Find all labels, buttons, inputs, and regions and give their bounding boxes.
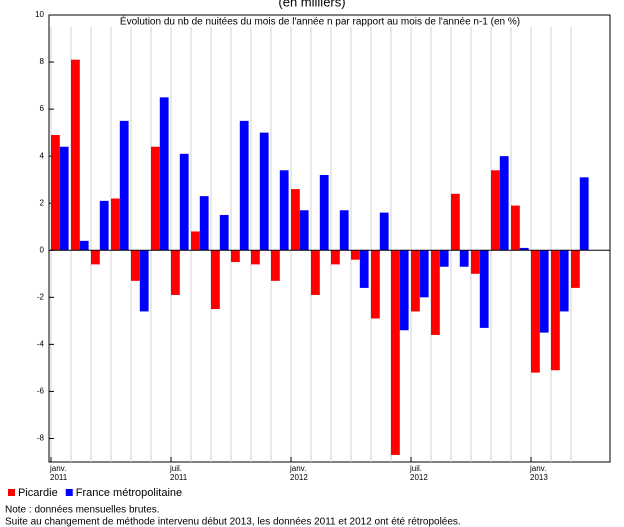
bar xyxy=(191,231,200,251)
x-tick-label: janv. 2012 xyxy=(290,464,308,482)
bar xyxy=(259,132,269,251)
bar xyxy=(399,250,409,331)
bar xyxy=(59,146,69,251)
y-tick-label: -8 xyxy=(37,434,45,443)
bar xyxy=(231,250,240,263)
bar xyxy=(171,250,180,295)
y-tick-label: 0 xyxy=(40,245,45,254)
y-tick-label: 6 xyxy=(40,104,45,113)
bar xyxy=(479,250,489,328)
bar xyxy=(79,240,89,251)
chart-title: Évolution du nb de nuitées du mois de l'… xyxy=(120,15,520,28)
bar xyxy=(251,250,260,265)
y-tick-label: 10 xyxy=(35,10,44,19)
bar xyxy=(511,205,520,251)
bar xyxy=(539,250,549,333)
bar xyxy=(571,250,580,288)
note: Suite au changement de méthode intervenu… xyxy=(5,517,461,527)
bar xyxy=(491,170,500,251)
bar xyxy=(579,177,589,251)
y-tick-label: 2 xyxy=(40,198,45,207)
note: Note : données mensuelles brutes. xyxy=(5,505,160,516)
x-tick-label: janv. 2011 xyxy=(50,464,68,482)
bar xyxy=(551,250,560,371)
bar xyxy=(431,250,440,335)
bar xyxy=(319,174,329,251)
y-tick-label: 4 xyxy=(40,151,45,160)
bar xyxy=(179,153,189,251)
x-tick-label: juil. 2011 xyxy=(170,464,188,482)
bar xyxy=(219,214,229,251)
legend-label: France métropolitaine xyxy=(76,487,182,499)
bar xyxy=(99,200,109,251)
bar xyxy=(299,210,309,251)
plot-frame xyxy=(48,14,611,463)
bar xyxy=(199,196,209,251)
bar xyxy=(279,170,289,251)
bar xyxy=(291,189,300,251)
bar xyxy=(411,250,420,312)
bar xyxy=(559,250,569,312)
bar xyxy=(439,250,449,267)
bar xyxy=(499,156,509,251)
bar xyxy=(419,250,429,298)
y-tick-label: -2 xyxy=(37,292,45,301)
chart-subtitle: (en milliers) xyxy=(278,0,345,9)
bar xyxy=(459,250,469,267)
bar xyxy=(471,250,480,274)
bar xyxy=(239,120,249,251)
bar xyxy=(51,134,60,251)
legend-swatch xyxy=(65,489,73,496)
bar xyxy=(91,250,100,265)
bar xyxy=(359,250,369,288)
legend-swatch xyxy=(8,489,15,496)
legend-label: Picardie xyxy=(18,487,58,499)
bar xyxy=(271,250,280,281)
bar xyxy=(139,250,149,312)
y-tick-label: -4 xyxy=(37,339,45,348)
y-tick-label: 8 xyxy=(40,57,45,66)
bar xyxy=(371,250,380,319)
bar xyxy=(451,193,460,251)
bar xyxy=(131,250,140,281)
bar xyxy=(391,250,400,455)
bar xyxy=(119,120,129,251)
y-tick-label: -6 xyxy=(37,387,45,396)
bar xyxy=(159,97,169,251)
bar xyxy=(351,250,360,260)
bar xyxy=(519,247,529,251)
x-tick-label: juil. 2012 xyxy=(410,464,428,482)
bar xyxy=(71,59,80,251)
x-tick-label: janv. 2013 xyxy=(530,464,548,482)
bar xyxy=(211,250,220,310)
bar xyxy=(379,212,389,251)
bar xyxy=(339,210,349,251)
bar xyxy=(531,250,540,373)
bar xyxy=(331,250,340,265)
bar xyxy=(111,198,120,251)
bar xyxy=(151,146,160,251)
bar xyxy=(311,250,320,295)
